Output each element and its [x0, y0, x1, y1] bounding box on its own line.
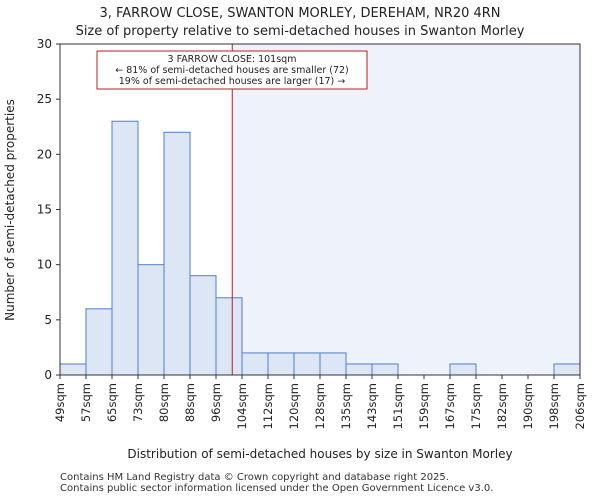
x-tick-label: 65sqm — [105, 383, 119, 422]
x-tick-label: 104sqm — [235, 383, 249, 429]
y-axis-label: Number of semi-detached properties — [3, 99, 17, 321]
x-axis-label: Distribution of semi-detached houses by … — [127, 447, 512, 461]
y-tick-label: 5 — [44, 313, 52, 327]
y-tick-label: 30 — [37, 37, 52, 51]
chart-subtitle: Size of property relative to semi-detach… — [75, 24, 525, 39]
x-tick-label: 128sqm — [313, 383, 327, 429]
x-tick-label: 135sqm — [339, 383, 353, 429]
annotation-box — [96, 50, 368, 90]
bar-96sqm — [215, 297, 243, 376]
x-tick-label: 120sqm — [287, 383, 301, 429]
x-tick-label: 167sqm — [443, 383, 457, 429]
y-axis-ticks: 0 5 10 15 20 25 30 — [37, 37, 60, 382]
x-axis-ticks: 49sqm 57sqm 65sqm 73sqm 80sqm 88sqm 96sqm 104sq… — [53, 375, 587, 429]
bar-88sqm — [189, 275, 217, 376]
bar-143sqm — [371, 363, 399, 376]
x-tick-label: 57sqm — [79, 383, 93, 422]
x-tick-label: 88sqm — [183, 383, 197, 422]
y-tick-label: 0 — [44, 368, 52, 382]
x-tick-label: 96sqm — [209, 383, 223, 422]
x-tick-label: 190sqm — [521, 383, 535, 429]
bar-167sqm — [449, 363, 477, 376]
histogram-chart: 0 5 10 15 20 25 30 49sqm 57sqm 65sqm 73sqm 80sqm 88… — [3, 37, 587, 461]
x-tick-label: 112sqm — [261, 383, 275, 429]
bar-57sqm — [85, 308, 113, 376]
y-tick-label: 20 — [37, 147, 52, 161]
x-tick-label: 175sqm — [469, 383, 483, 429]
bar-128sqm — [319, 352, 347, 376]
x-tick-label: 206sqm — [573, 383, 587, 429]
bars-group — [59, 120, 581, 376]
y-tick-label: 15 — [37, 203, 52, 217]
x-tick-label: 151sqm — [391, 383, 405, 429]
x-tick-label: 143sqm — [365, 383, 379, 429]
x-tick-label: 182sqm — [495, 383, 509, 429]
bar-73sqm — [137, 264, 165, 376]
annotation-line-3: 19% of semi-detached houses are larger (… — [119, 76, 346, 87]
larger-region — [232, 44, 580, 375]
footer-line-2: Contains public sector information licen… — [60, 483, 494, 494]
annotation-line-2: ← 81% of semi-detached houses are smalle… — [115, 65, 349, 76]
x-tick-label: 49sqm — [53, 383, 67, 422]
y-tick-label: 25 — [37, 92, 52, 106]
bar-104sqm — [241, 352, 269, 376]
footer-line-1: Contains HM Land Registry data © Crown c… — [60, 472, 449, 483]
y-tick-label: 10 — [37, 258, 52, 272]
bar-112sqm — [267, 352, 295, 376]
x-tick-label: 159sqm — [417, 383, 431, 429]
marker-annotation: 3 FARROW CLOSE: 101sqm ← 81% of semi-det… — [96, 50, 368, 90]
x-tick-label: 198sqm — [547, 383, 561, 429]
chart-title: 3, FARROW CLOSE, SWANTON MORLEY, DEREHAM… — [99, 6, 501, 21]
bar-80sqm — [163, 131, 191, 376]
bar-65sqm — [111, 120, 139, 376]
bar-120sqm — [293, 352, 321, 376]
bar-49sqm — [59, 363, 87, 376]
bar-198sqm — [553, 363, 581, 376]
annotation-line-1: 3 FARROW CLOSE: 101sqm — [168, 54, 297, 65]
x-tick-label: 73sqm — [131, 383, 145, 422]
x-tick-label: 80sqm — [157, 383, 171, 422]
bar-135sqm — [345, 363, 373, 376]
